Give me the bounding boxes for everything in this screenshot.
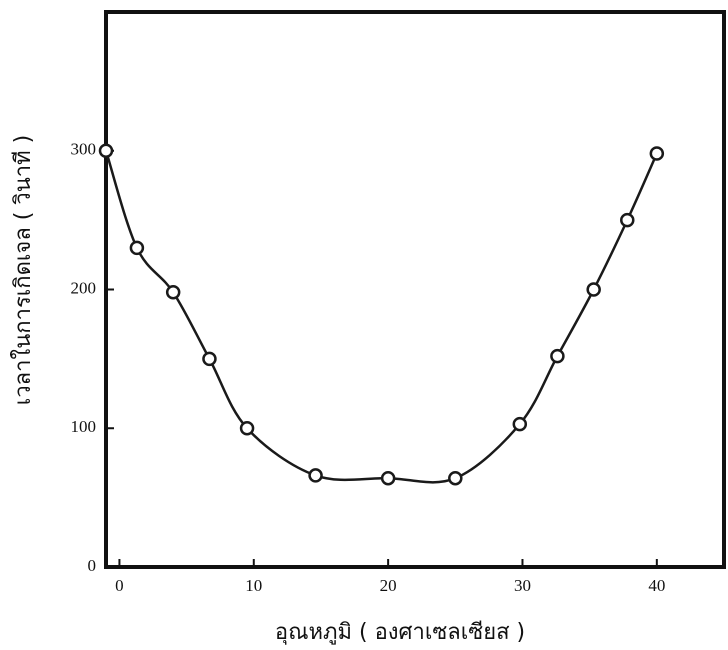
page: {"chart_data": {"type": "line", "x_label…: [0, 0, 728, 650]
x-tick-label: 20: [380, 576, 397, 595]
data-point: [621, 214, 633, 226]
data-point: [167, 286, 179, 298]
x-tick-label: 30: [514, 576, 531, 595]
y-tick-label: 200: [71, 278, 97, 297]
data-point: [382, 472, 394, 484]
data-point: [651, 148, 663, 160]
y-tick-label: 300: [71, 140, 97, 159]
x-tick-label: 0: [115, 576, 124, 595]
x-tick-label: 10: [245, 576, 262, 595]
data-point: [551, 350, 563, 362]
data-point: [100, 145, 112, 157]
data-point: [449, 472, 461, 484]
y-axis-title: เวลาในการเกิดเจล ( วินาที ): [10, 135, 36, 405]
data-point: [241, 422, 253, 434]
data-point: [310, 469, 322, 481]
x-tick-label: 40: [648, 576, 665, 595]
chart: อุณหภูมิ ( องศาเซลเซียส ) เวลาในการเกิดเ…: [0, 0, 728, 650]
x-axis-title: อุณหภูมิ ( องศาเซลเซียส ): [275, 620, 525, 645]
data-point: [203, 353, 215, 365]
y-tick-label: 100: [71, 417, 97, 436]
y-tick-label: 0: [88, 556, 97, 575]
data-point: [514, 418, 526, 430]
plot-frame: [106, 12, 724, 567]
data-point: [588, 284, 600, 296]
data-point: [131, 242, 143, 254]
data-line: [106, 151, 657, 483]
